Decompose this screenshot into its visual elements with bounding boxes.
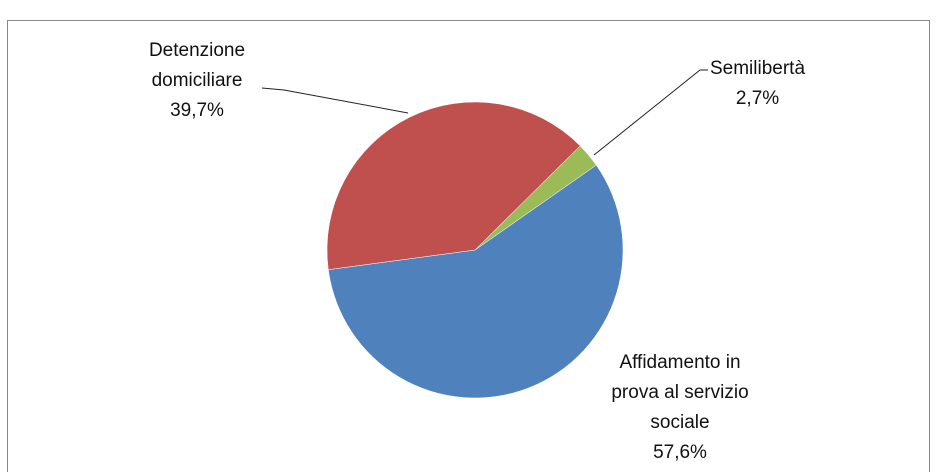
leader-line (593, 69, 708, 156)
category-label: Semilibertà (709, 58, 806, 79)
pie-slice (328, 164, 624, 399)
leader-line (261, 87, 409, 114)
value-label: 39,7% (170, 100, 224, 121)
slice-label: Affidamento in prova al servizio sociale… (600, 348, 760, 468)
slice-label: Semilibertà 2,7% (700, 54, 815, 114)
value-label: 57,6% (653, 442, 707, 463)
pie-slice (326, 101, 581, 270)
pie-slice (474, 145, 597, 251)
category-label: Affidamento in prova al servizio sociale (611, 352, 749, 433)
slice-label: Detenzione domiciliare 39,7% (127, 36, 267, 126)
category-label: Detenzione domiciliare (148, 40, 246, 91)
value-label: 2,7% (735, 88, 780, 109)
